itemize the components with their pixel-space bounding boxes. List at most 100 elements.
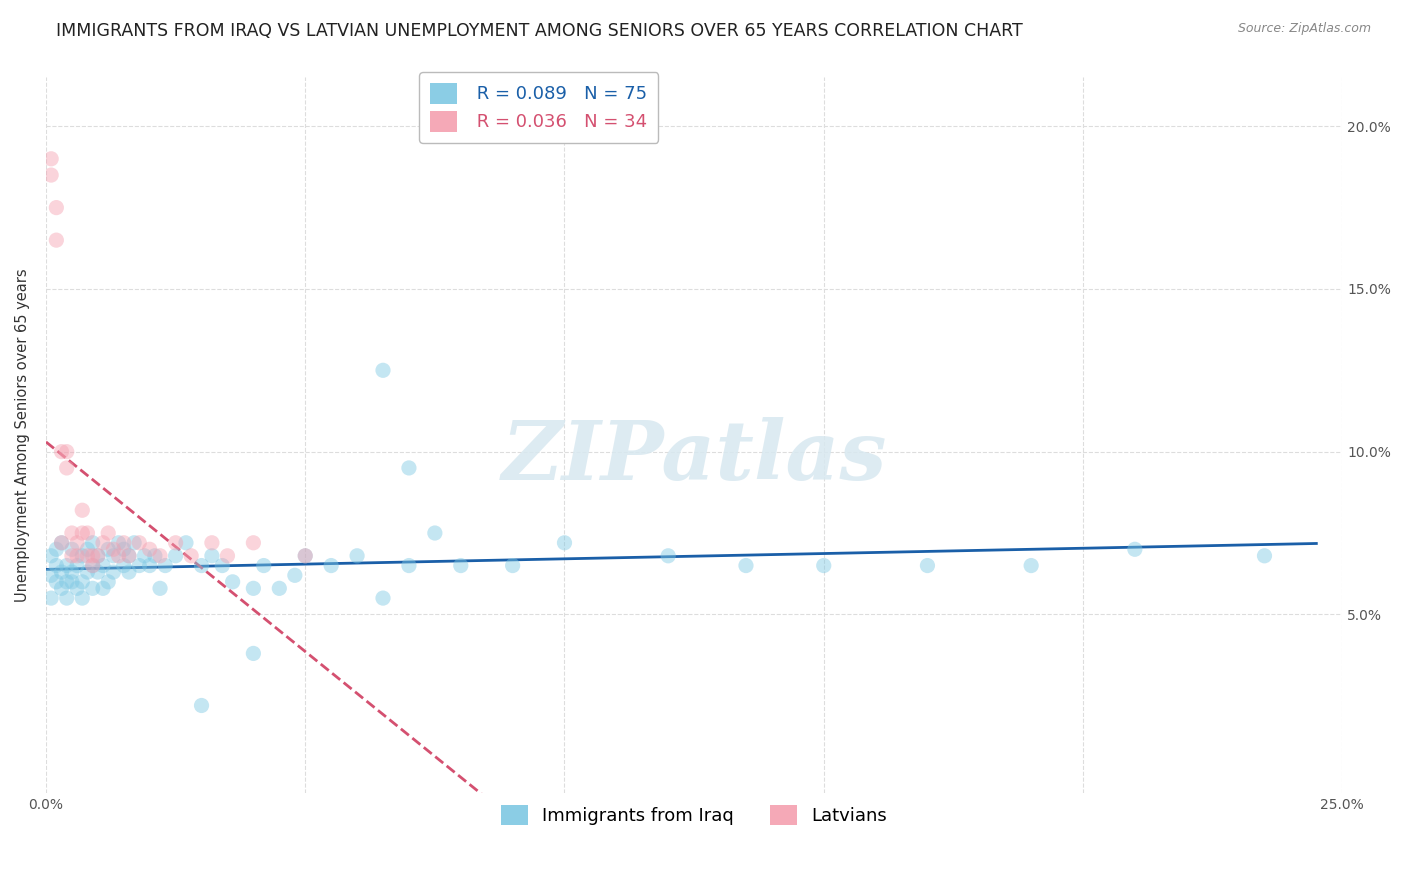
Point bbox=[190, 558, 212, 573]
Point bbox=[1123, 542, 1146, 557]
Point bbox=[60, 565, 83, 579]
Point bbox=[55, 591, 77, 606]
Point bbox=[82, 535, 104, 549]
Text: IMMIGRANTS FROM IRAQ VS LATVIAN UNEMPLOYMENT AMONG SENIORS OVER 65 YEARS CORRELA: IMMIGRANTS FROM IRAQ VS LATVIAN UNEMPLOY… bbox=[56, 22, 1024, 40]
Point bbox=[51, 565, 73, 579]
Point bbox=[107, 535, 129, 549]
Point bbox=[45, 558, 67, 573]
Point bbox=[201, 549, 224, 563]
Point bbox=[51, 535, 73, 549]
Point bbox=[66, 558, 89, 573]
Point bbox=[1019, 558, 1042, 573]
Point bbox=[134, 549, 156, 563]
Point bbox=[55, 558, 77, 573]
Point bbox=[66, 549, 89, 563]
Point bbox=[39, 591, 62, 606]
Point bbox=[735, 558, 758, 573]
Point bbox=[87, 549, 110, 563]
Point bbox=[87, 565, 110, 579]
Point bbox=[174, 535, 197, 549]
Point bbox=[45, 542, 67, 557]
Point bbox=[103, 565, 125, 579]
Point bbox=[149, 549, 172, 563]
Point bbox=[60, 526, 83, 541]
Point bbox=[97, 526, 120, 541]
Point bbox=[45, 233, 67, 247]
Point bbox=[55, 574, 77, 589]
Point bbox=[346, 549, 368, 563]
Point bbox=[450, 558, 472, 573]
Point bbox=[502, 558, 524, 573]
Point bbox=[371, 591, 394, 606]
Point bbox=[91, 582, 114, 596]
Point bbox=[112, 542, 135, 557]
Point bbox=[112, 535, 135, 549]
Point bbox=[118, 549, 141, 563]
Point bbox=[72, 574, 94, 589]
Point bbox=[122, 535, 145, 549]
Point bbox=[221, 574, 243, 589]
Point bbox=[118, 549, 141, 563]
Point bbox=[76, 526, 98, 541]
Point bbox=[284, 568, 307, 582]
Point bbox=[423, 526, 446, 541]
Point bbox=[112, 558, 135, 573]
Point bbox=[371, 363, 394, 377]
Point bbox=[55, 444, 77, 458]
Point bbox=[201, 535, 224, 549]
Point bbox=[917, 558, 939, 573]
Point bbox=[82, 558, 104, 573]
Point bbox=[398, 558, 420, 573]
Point bbox=[51, 582, 73, 596]
Point bbox=[149, 582, 172, 596]
Point bbox=[82, 549, 104, 563]
Point bbox=[217, 549, 239, 563]
Point bbox=[128, 558, 150, 573]
Point bbox=[813, 558, 835, 573]
Point bbox=[294, 549, 316, 563]
Point bbox=[398, 461, 420, 475]
Point bbox=[321, 558, 343, 573]
Point bbox=[180, 549, 202, 563]
Point bbox=[82, 582, 104, 596]
Y-axis label: Unemployment Among Seniors over 65 years: Unemployment Among Seniors over 65 years bbox=[15, 268, 30, 602]
Point bbox=[97, 574, 120, 589]
Point bbox=[55, 461, 77, 475]
Point bbox=[72, 549, 94, 563]
Point bbox=[45, 201, 67, 215]
Point bbox=[143, 549, 166, 563]
Point bbox=[39, 168, 62, 182]
Point bbox=[39, 549, 62, 563]
Point bbox=[657, 549, 679, 563]
Point bbox=[91, 535, 114, 549]
Point bbox=[97, 542, 120, 557]
Point bbox=[242, 647, 264, 661]
Point bbox=[103, 549, 125, 563]
Point bbox=[107, 549, 129, 563]
Point bbox=[103, 542, 125, 557]
Point bbox=[128, 535, 150, 549]
Point bbox=[51, 444, 73, 458]
Point bbox=[294, 549, 316, 563]
Point bbox=[60, 542, 83, 557]
Point bbox=[60, 549, 83, 563]
Point bbox=[138, 558, 160, 573]
Point bbox=[269, 582, 291, 596]
Point bbox=[118, 565, 141, 579]
Point bbox=[253, 558, 276, 573]
Point bbox=[66, 582, 89, 596]
Text: Source: ZipAtlas.com: Source: ZipAtlas.com bbox=[1237, 22, 1371, 36]
Point bbox=[553, 535, 575, 549]
Point bbox=[66, 535, 89, 549]
Point bbox=[72, 503, 94, 517]
Point bbox=[76, 542, 98, 557]
Point bbox=[165, 549, 187, 563]
Point bbox=[76, 565, 98, 579]
Point bbox=[51, 535, 73, 549]
Point bbox=[1253, 549, 1275, 563]
Point bbox=[91, 558, 114, 573]
Point bbox=[165, 535, 187, 549]
Point bbox=[190, 698, 212, 713]
Point bbox=[60, 574, 83, 589]
Point bbox=[87, 549, 110, 563]
